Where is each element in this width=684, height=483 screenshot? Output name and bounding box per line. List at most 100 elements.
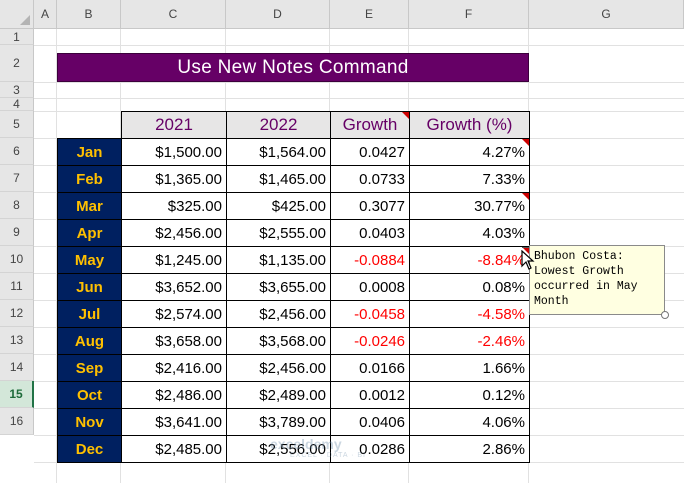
column-header-f[interactable]: F	[409, 0, 529, 29]
table-header-cell[interactable]: Growth (%)	[409, 111, 530, 139]
month-cell[interactable]: Nov	[57, 408, 122, 436]
value-cell[interactable]: 0.0166	[330, 354, 410, 382]
value-cell[interactable]: $2,486.00	[121, 381, 227, 409]
row-header-8[interactable]: 8	[0, 192, 34, 219]
note-indicator-icon	[522, 247, 529, 254]
row-header-15[interactable]: 15	[0, 381, 34, 408]
value-cell[interactable]: 0.0008	[330, 273, 410, 301]
column-header-g[interactable]: G	[529, 0, 684, 29]
value-cell[interactable]: $1,465.00	[226, 165, 331, 193]
month-cell[interactable]: May	[57, 246, 122, 274]
value-cell[interactable]: $2,416.00	[121, 354, 227, 382]
watermark-tagline: EXCEL · DATA · BI	[290, 452, 366, 459]
table-header-cell[interactable]: 2022	[226, 111, 331, 139]
value-cell[interactable]: 0.12%	[409, 381, 530, 409]
value-cell[interactable]: $2,555.00	[226, 219, 331, 247]
value-cell[interactable]: -0.0246	[330, 327, 410, 355]
value-cell[interactable]: $3,641.00	[121, 408, 227, 436]
row-header-5[interactable]: 5	[0, 111, 34, 138]
row-header-13[interactable]: 13	[0, 327, 34, 354]
value-cell[interactable]: $3,658.00	[121, 327, 227, 355]
value-cell[interactable]: 2.86%	[409, 435, 530, 463]
value-cell[interactable]: $1,564.00	[226, 138, 331, 166]
column-header-d[interactable]: D	[226, 0, 330, 29]
month-cell[interactable]: Aug	[57, 327, 122, 355]
row-header-11[interactable]: 11	[0, 273, 34, 300]
row-header-2[interactable]: 2	[0, 45, 34, 82]
row-header-12[interactable]: 12	[0, 300, 34, 327]
value-cell[interactable]: 0.0012	[330, 381, 410, 409]
month-cell[interactable]: Feb	[57, 165, 122, 193]
value-cell[interactable]: 4.03%	[409, 219, 530, 247]
grid-row-line	[34, 45, 684, 46]
value-cell[interactable]: $2,456.00	[226, 354, 331, 382]
row-header-1[interactable]: 1	[0, 29, 34, 45]
month-cell[interactable]: Mar	[57, 192, 122, 220]
column-header-e[interactable]: E	[330, 0, 409, 29]
select-all-icon	[20, 15, 30, 25]
value-cell[interactable]: $1,500.00	[121, 138, 227, 166]
month-cell[interactable]: Jun	[57, 273, 122, 301]
note-resize-handle[interactable]	[661, 311, 669, 319]
grid-column-line	[56, 29, 57, 483]
cell-note[interactable]: Bhubon Costa: Lowest Growth occurred in …	[529, 245, 665, 315]
row-header-3[interactable]: 3	[0, 82, 34, 98]
value-cell[interactable]: $3,655.00	[226, 273, 331, 301]
table-header-cell[interactable]: 2021	[121, 111, 227, 139]
value-cell[interactable]: $2,485.00	[121, 435, 227, 463]
row-header-6[interactable]: 6	[0, 138, 34, 165]
month-cell[interactable]: Apr	[57, 219, 122, 247]
value-cell[interactable]: $3,652.00	[121, 273, 227, 301]
value-cell[interactable]: 0.0427	[330, 138, 410, 166]
value-cell[interactable]: $325.00	[121, 192, 227, 220]
row-header-10[interactable]: 10	[0, 246, 34, 273]
column-header-c[interactable]: C	[121, 0, 226, 29]
note-indicator-icon	[402, 112, 409, 119]
sheet-title[interactable]: Use New Notes Command	[57, 53, 529, 82]
value-cell[interactable]: 0.08%	[409, 273, 530, 301]
month-cell[interactable]: Sep	[57, 354, 122, 382]
value-cell[interactable]: -8.84%	[409, 246, 530, 274]
value-cell[interactable]: $2,456.00	[121, 219, 227, 247]
column-header-a[interactable]: A	[34, 0, 57, 29]
value-cell[interactable]: 4.06%	[409, 408, 530, 436]
value-cell[interactable]: 7.33%	[409, 165, 530, 193]
table-header-cell[interactable]: Growth	[330, 111, 410, 139]
row-header-7[interactable]: 7	[0, 165, 34, 192]
value-cell[interactable]: 30.77%	[409, 192, 530, 220]
select-all-corner[interactable]	[0, 0, 34, 29]
value-cell[interactable]: $2,456.00	[226, 300, 331, 328]
value-cell[interactable]: 0.0406	[330, 408, 410, 436]
value-cell[interactable]: $425.00	[226, 192, 331, 220]
month-cell[interactable]: Oct	[57, 381, 122, 409]
note-indicator-icon	[522, 139, 529, 146]
month-cell[interactable]: Jul	[57, 300, 122, 328]
row-header-9[interactable]: 9	[0, 219, 34, 246]
row-header-16[interactable]: 16	[0, 408, 34, 435]
month-cell[interactable]: Dec	[57, 435, 122, 463]
row-header-4[interactable]: 4	[0, 97, 34, 111]
value-cell[interactable]: -4.58%	[409, 300, 530, 328]
value-cell[interactable]: $2,574.00	[121, 300, 227, 328]
value-cell[interactable]: -0.0884	[330, 246, 410, 274]
value-cell[interactable]: 1.66%	[409, 354, 530, 382]
value-cell[interactable]: -0.0458	[330, 300, 410, 328]
value-cell[interactable]: 4.27%	[409, 138, 530, 166]
value-cell[interactable]: $2,556.00	[226, 435, 331, 463]
value-cell[interactable]: $2,489.00	[226, 381, 331, 409]
value-cell[interactable]: -2.46%	[409, 327, 530, 355]
column-header-b[interactable]: B	[57, 0, 121, 29]
value-cell[interactable]: 0.0403	[330, 219, 410, 247]
value-cell[interactable]: $3,789.00	[226, 408, 331, 436]
row-header-14[interactable]: 14	[0, 354, 34, 381]
value-cell[interactable]: 0.0286	[330, 435, 410, 463]
value-cell[interactable]: $1,365.00	[121, 165, 227, 193]
note-author: Bhubon Costa:	[534, 250, 624, 263]
month-cell[interactable]: Jan	[57, 138, 122, 166]
value-cell[interactable]: $1,135.00	[226, 246, 331, 274]
value-cell[interactable]: $1,245.00	[121, 246, 227, 274]
value-cell[interactable]: 0.3077	[330, 192, 410, 220]
value-cell[interactable]: 0.0733	[330, 165, 410, 193]
value-cell[interactable]: $3,568.00	[226, 327, 331, 355]
